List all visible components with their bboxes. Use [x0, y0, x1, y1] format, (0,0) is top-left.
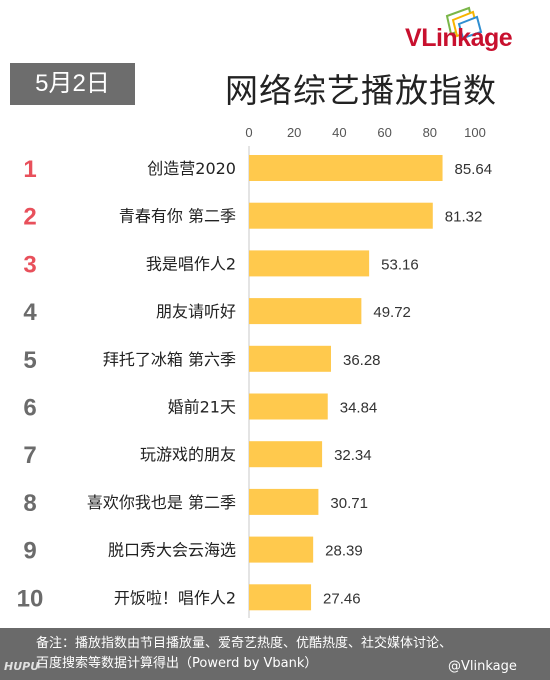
data-label: 34.84 — [340, 400, 378, 417]
x-tick-label: 20 — [287, 125, 301, 140]
bar — [249, 155, 443, 181]
vlinkage-logo: VLinkage — [405, 6, 545, 52]
category-label: 朋友请听好 — [156, 302, 236, 321]
category-label: 玩游戏的朋友 — [140, 445, 236, 464]
x-tick-label: 40 — [332, 125, 346, 140]
bar — [249, 584, 312, 611]
data-label: 36.28 — [343, 352, 381, 369]
footer-note-line2: 百度搜索等数据计算得出（Powerd by Vbank） — [36, 656, 318, 671]
bar — [249, 393, 328, 420]
category-label: 创造营2020 — [147, 159, 236, 178]
hupu-watermark: HUPU — [4, 660, 40, 673]
category-label: 拜托了冰箱 第六季 — [103, 350, 236, 369]
category-label: 我是唱作人2 — [146, 254, 236, 273]
logo-wordmark: VLinkage — [405, 24, 513, 53]
logo-emblem-icon — [445, 6, 483, 40]
rank-label: 10 — [17, 585, 44, 612]
bar — [249, 250, 370, 277]
rank-label: 2 — [23, 204, 36, 231]
rank-label: 7 — [23, 442, 36, 469]
rank-label: 3 — [23, 251, 36, 278]
footer-note: 备注：播放指数由节目播放量、爱奇艺热度、优酷热度、社交媒体讨论、 百度搜索等数据… — [0, 628, 550, 680]
footer-note-line1: 备注：播放指数由节目播放量、爱奇艺热度、优酷热度、社交媒体讨论、 — [36, 636, 453, 651]
logo-text-v: V — [405, 24, 422, 52]
data-label: 27.46 — [323, 590, 361, 607]
x-tick-label: 60 — [377, 125, 391, 140]
category-label: 喜欢你我也是 第二季 — [87, 493, 236, 512]
weibo-handle: @Vlinkage — [448, 659, 517, 674]
category-label: 青春有你 第二季 — [119, 207, 236, 226]
page-title: 网络综艺播放指数 — [225, 71, 497, 110]
data-label: 49.72 — [373, 304, 411, 321]
bar-chart: 0 20 40 60 80 100 1 创造营2020 85.64 2 青春有你 第二季 81.32 3… — [17, 125, 493, 618]
bar — [249, 536, 314, 563]
bar — [249, 298, 362, 325]
rank-label: 5 — [23, 347, 36, 374]
rank-label: 8 — [23, 490, 36, 517]
date-badge: 5月2日 — [10, 63, 135, 105]
x-tick-label: 0 — [245, 125, 252, 140]
bar — [249, 202, 433, 229]
data-label: 32.34 — [334, 447, 372, 464]
bar — [249, 441, 323, 468]
x-tick-label: 100 — [464, 125, 486, 140]
bar — [249, 488, 319, 515]
rank-label: 4 — [23, 299, 37, 326]
rank-label: 1 — [23, 156, 36, 183]
data-label: 81.32 — [445, 209, 483, 226]
data-label: 53.16 — [381, 256, 419, 273]
data-label: 30.71 — [330, 495, 368, 512]
rank-label: 6 — [23, 395, 36, 422]
category-label: 脱口秀大会云海选 — [108, 541, 236, 560]
bar — [249, 345, 331, 372]
rank-label: 9 — [23, 538, 36, 565]
data-label: 28.39 — [325, 543, 363, 560]
category-label: 开饭啦！唱作人2 — [114, 588, 236, 607]
data-label: 85.64 — [455, 161, 493, 178]
category-label: 婚前21天 — [168, 398, 236, 417]
logo-text-rest: Linkage — [421, 24, 513, 52]
x-tick-label: 80 — [423, 125, 437, 140]
